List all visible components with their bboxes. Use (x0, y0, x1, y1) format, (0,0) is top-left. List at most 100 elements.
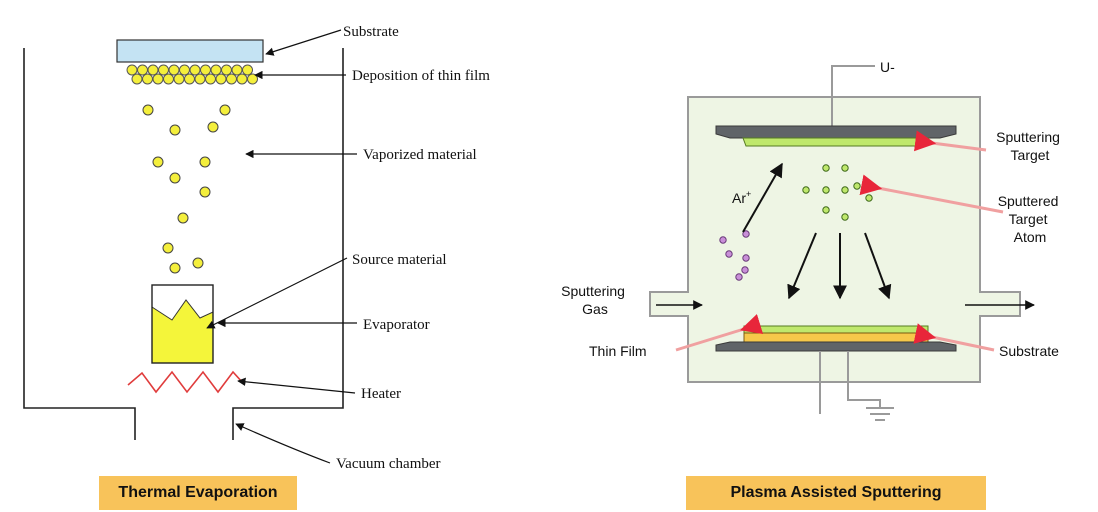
thin-film-pointer-arrow (675, 314, 764, 352)
vapor-particle (169, 262, 181, 274)
source-material (151, 299, 214, 364)
film-particle (200, 64, 211, 76)
gas-inlet-opening (679, 293, 691, 315)
sputtered-atoms (802, 164, 873, 221)
deposited-film (126, 64, 258, 85)
ground-symbol-icon (866, 407, 894, 421)
film-particle (158, 64, 169, 76)
source-material-label: Source material (352, 252, 447, 268)
vapor-particle (162, 242, 174, 254)
vacuum-chamber-label: Vacuum chamber (336, 456, 441, 472)
gas-outlet-opening (977, 293, 989, 315)
source-material-arrow (206, 257, 348, 329)
film-particle (194, 73, 206, 85)
film-particle (126, 64, 138, 76)
heater-coil (127, 370, 244, 394)
thermal-evaporation-caption: Thermal Evaporation (99, 476, 297, 510)
evaporator-label: Evaporator (363, 317, 430, 333)
plasma-sputtering-caption: Plasma Assisted Sputtering (686, 476, 986, 510)
sputtered-atom (853, 182, 861, 190)
sputtered-atom (841, 213, 849, 221)
thin-film-label: Thin Film (589, 343, 647, 359)
ground-wire-right (847, 351, 881, 408)
film-particle (210, 64, 222, 76)
argon-ions (719, 230, 750, 281)
vapor-particle (207, 121, 219, 133)
ion-arrow (742, 162, 783, 233)
film-particle (226, 73, 237, 85)
vapor-particle (219, 104, 231, 116)
sputtered-atom (865, 194, 873, 202)
film-particle (173, 73, 185, 85)
sputtered-atom (822, 206, 830, 214)
argon-ion (719, 236, 727, 244)
voltage-label: U- (880, 59, 895, 75)
atom-pointer-arrow (859, 174, 1004, 214)
vacuum-chamber-wall-left (23, 48, 136, 440)
argon-ion (735, 273, 743, 281)
film-particle (142, 73, 153, 85)
substrate-arrow (265, 29, 342, 56)
vapor-particle (152, 156, 164, 168)
atom-arrow-left (787, 232, 817, 300)
film-particle (179, 64, 190, 76)
film-particle (236, 73, 248, 85)
sputtering-target (742, 137, 930, 147)
vacuum-chamber-wall-right (232, 48, 344, 440)
film-particle (163, 73, 174, 85)
argon-ion-label: Ar+ (732, 189, 751, 206)
film-particle (147, 64, 159, 76)
heater-arrow (237, 377, 356, 394)
argon-ion (725, 250, 733, 258)
sputtered-atom (822, 164, 830, 172)
film-particle (168, 64, 180, 76)
vapor-particle (199, 156, 211, 168)
film-particle (242, 64, 253, 76)
cathode-electrode (715, 125, 957, 139)
sputtered-atom-label: Sputtered Target Atom (998, 193, 1063, 245)
heater-label: Heater (361, 386, 401, 402)
vapor-particles (142, 104, 231, 274)
film-particle (131, 73, 143, 85)
vapor-particle (199, 186, 211, 198)
argon-ion (741, 266, 749, 274)
sputtered-atom (822, 186, 830, 194)
substrate-pointer-arrow (913, 323, 995, 352)
film-particle (205, 73, 216, 85)
thin-film-layer (743, 325, 929, 334)
atom-arrow-right (864, 232, 892, 300)
substrate-label-sputtering: Substrate (999, 343, 1059, 359)
anode-electrode (715, 341, 957, 352)
thermal-evaporation-diagram: Substrate Deposition of thin film Vapori… (23, 24, 490, 472)
argon-ion (742, 254, 750, 262)
vapor-particle (177, 212, 189, 224)
film-particle (221, 64, 232, 76)
sputtering-gas-label: Sputtering Gas (561, 283, 629, 317)
vapor-particle (169, 124, 181, 136)
film-particle (184, 73, 195, 85)
target-pointer-arrow (913, 130, 987, 152)
film-particle (189, 64, 201, 76)
vacuum-chamber-arrow (235, 423, 331, 464)
sputtered-atom (841, 164, 849, 172)
sputtering-diagram: U- Ar+ Sputtering Target Sputtered Targe… (561, 59, 1064, 421)
vapor-particle (192, 257, 204, 269)
cathode-wire (831, 65, 875, 127)
film-particle (137, 64, 148, 76)
vaporized-material-label: Vaporized material (363, 147, 477, 163)
film-particle (231, 64, 243, 76)
sputtering-chamber (649, 96, 1021, 383)
film-particle (215, 73, 227, 85)
substrate-plate (116, 39, 264, 63)
deposition-label: Deposition of thin film (352, 68, 490, 84)
vapor-particle (169, 172, 181, 184)
sputtered-atom (802, 186, 810, 194)
sputtering-target-label: Sputtering Target (996, 129, 1064, 163)
film-particle (152, 73, 164, 85)
substrate-plate-sputtering (743, 332, 929, 343)
argon-ion (742, 230, 750, 238)
sputtered-atom (841, 186, 849, 194)
vapor-particle (142, 104, 154, 116)
substrate-label: Substrate (343, 24, 399, 40)
